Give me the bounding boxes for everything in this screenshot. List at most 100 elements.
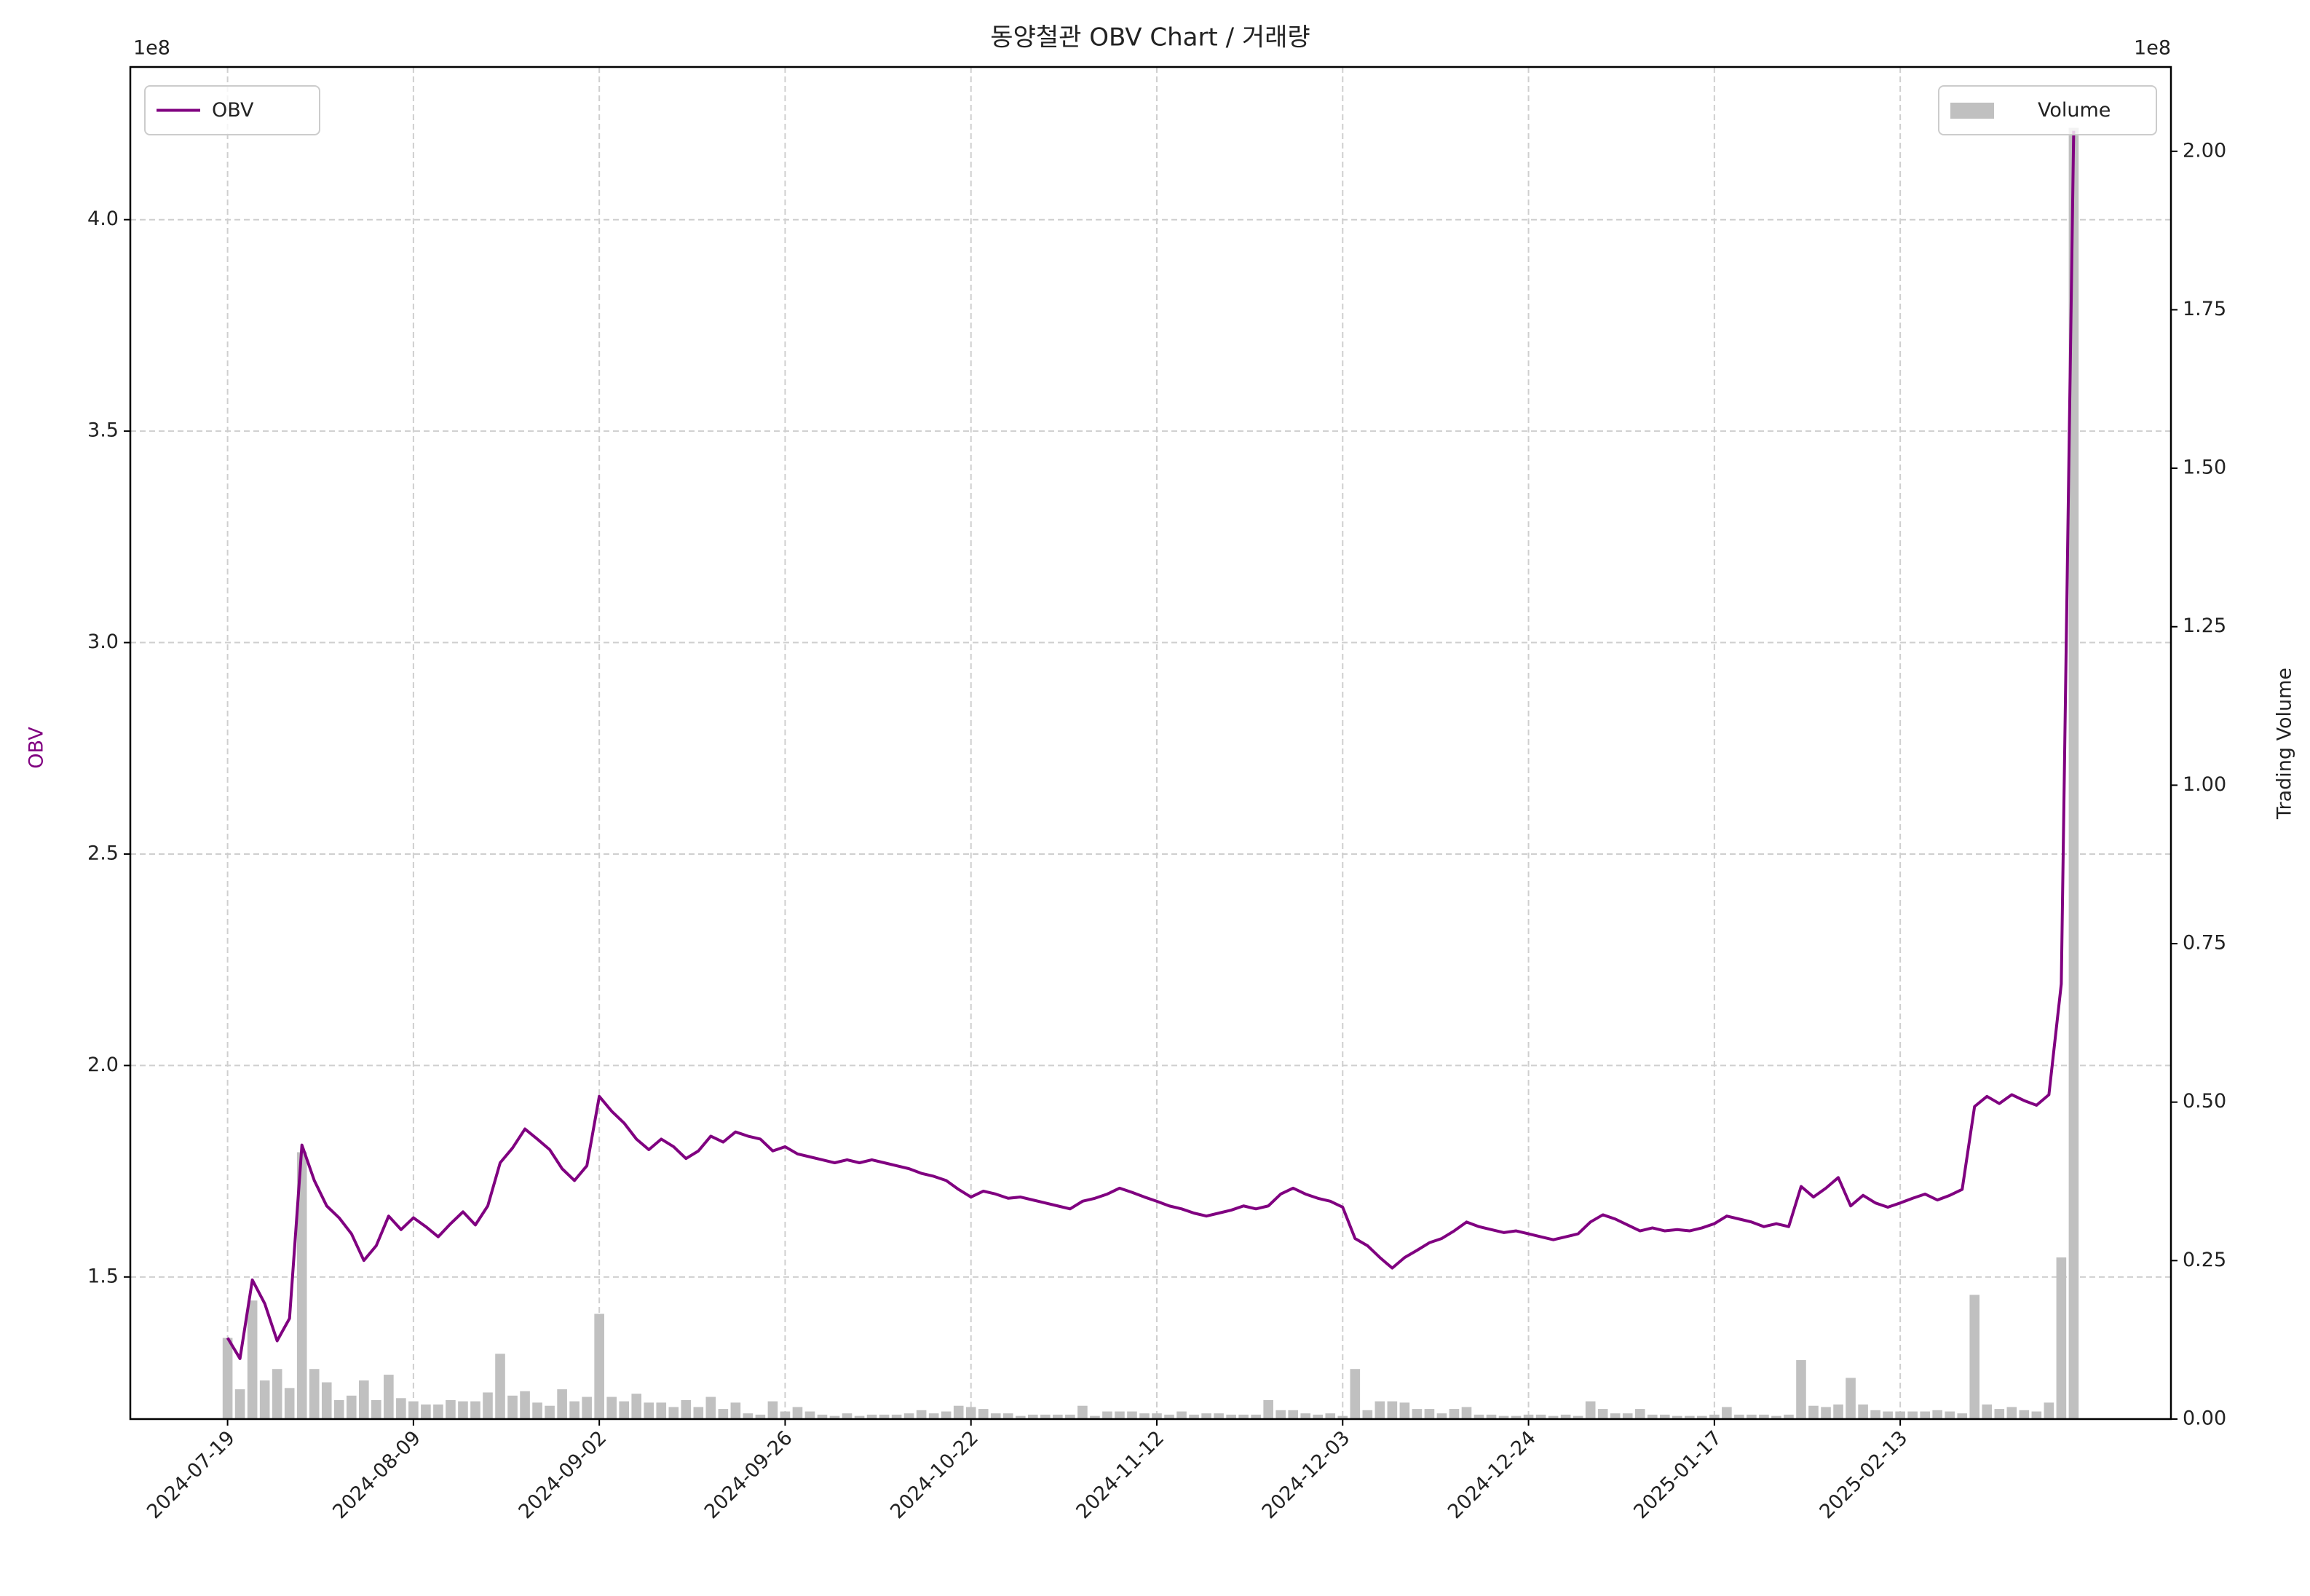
bar	[1969, 1295, 1980, 1419]
bar	[1313, 1414, 1324, 1419]
bar	[1722, 1407, 1732, 1419]
bar	[2019, 1410, 2030, 1419]
y2-tick-label: 0.75	[2183, 932, 2226, 955]
bar	[1610, 1413, 1621, 1419]
bar	[1461, 1407, 1472, 1419]
bar	[470, 1401, 480, 1419]
bar	[520, 1391, 530, 1419]
x-tick-label: 2025-02-13	[1816, 1426, 1913, 1523]
bar	[1102, 1411, 1112, 1419]
bar	[1771, 1415, 1781, 1419]
bar	[718, 1409, 729, 1419]
bar	[941, 1411, 952, 1419]
legend-label: Volume	[2038, 99, 2111, 122]
bar	[1090, 1415, 1100, 1419]
bar	[1002, 1413, 1013, 1419]
bar	[990, 1413, 1001, 1419]
bar	[743, 1413, 753, 1419]
bar	[1647, 1414, 1658, 1419]
bar	[1759, 1414, 1769, 1419]
bar	[1275, 1410, 1286, 1419]
bar	[1982, 1404, 1993, 1419]
bar	[222, 1338, 233, 1419]
bar	[594, 1313, 604, 1419]
x-tick-label: 2024-08-09	[328, 1426, 425, 1523]
bar	[903, 1413, 914, 1419]
bar	[296, 1152, 307, 1419]
y-tick-label: 3.5	[87, 419, 119, 442]
bar	[1015, 1415, 1026, 1419]
bar	[247, 1300, 258, 1419]
x-tick-label: 2025-01-17	[1629, 1426, 1726, 1523]
y2-offset-label: 1e8	[2134, 37, 2171, 60]
bar	[495, 1354, 505, 1419]
bar	[1734, 1414, 1744, 1419]
bar	[1127, 1411, 1137, 1419]
bar	[346, 1395, 357, 1419]
bar	[259, 1380, 270, 1419]
bar	[1399, 1402, 1410, 1419]
bar	[1932, 1410, 1943, 1419]
bar	[1214, 1413, 1224, 1419]
x-tick-label: 2024-09-26	[700, 1426, 797, 1523]
bar	[569, 1401, 580, 1419]
bar	[1560, 1414, 1571, 1419]
bar	[408, 1401, 419, 1419]
bar	[1263, 1399, 1273, 1419]
y2-tick-label: 0.50	[2183, 1090, 2226, 1113]
bar	[619, 1401, 630, 1419]
bar	[2044, 1402, 2054, 1419]
bar	[1535, 1414, 1546, 1419]
bar	[1498, 1415, 1509, 1419]
bar	[1597, 1409, 1608, 1419]
bar	[384, 1375, 394, 1419]
bar	[1672, 1415, 1682, 1419]
bar	[1040, 1414, 1051, 1419]
bar	[421, 1404, 431, 1419]
x-tick-label: 2024-11-12	[1072, 1426, 1168, 1523]
bar	[1622, 1413, 1633, 1419]
bar	[1424, 1409, 1435, 1419]
bar	[2056, 1257, 2067, 1419]
chart-title: 동양철관 OBV Chart / 거래량	[990, 23, 1310, 52]
bar	[730, 1402, 741, 1419]
bar	[1251, 1414, 1261, 1419]
bar	[1337, 1415, 1348, 1419]
bar	[1449, 1409, 1460, 1419]
bar	[532, 1402, 542, 1419]
bar	[1883, 1411, 1893, 1419]
grid	[130, 67, 2171, 1419]
bar	[1164, 1414, 1174, 1419]
y2-tick-label: 0.00	[2183, 1407, 2226, 1430]
bar	[433, 1404, 443, 1419]
bar	[693, 1407, 704, 1419]
bar	[1189, 1414, 1199, 1419]
legend-swatch	[1950, 103, 1994, 119]
bar	[1226, 1414, 1236, 1419]
bar	[2068, 127, 2079, 1419]
plot-frame	[129, 66, 2172, 1421]
bar	[1846, 1378, 1856, 1419]
y2-tick-label: 0.25	[2183, 1249, 2226, 1271]
bar	[804, 1411, 815, 1419]
bar	[333, 1399, 344, 1419]
y-tick-label: 3.0	[87, 631, 119, 653]
bar	[1412, 1409, 1423, 1419]
bar	[1685, 1415, 1695, 1419]
bar	[1139, 1413, 1150, 1419]
bar	[2006, 1407, 2017, 1419]
bar	[1585, 1401, 1596, 1419]
bar	[1238, 1414, 1249, 1419]
bar	[1288, 1410, 1299, 1419]
bar	[1634, 1409, 1645, 1419]
bar	[1436, 1413, 1447, 1419]
bar	[1201, 1413, 1211, 1419]
x-tick-label: 2024-12-03	[1258, 1426, 1355, 1523]
bar	[866, 1414, 877, 1419]
bar	[2031, 1411, 2042, 1419]
bar	[1697, 1415, 1707, 1419]
bar	[272, 1369, 282, 1419]
bar	[557, 1389, 567, 1419]
bar	[1870, 1410, 1880, 1419]
bar	[1945, 1411, 1955, 1419]
